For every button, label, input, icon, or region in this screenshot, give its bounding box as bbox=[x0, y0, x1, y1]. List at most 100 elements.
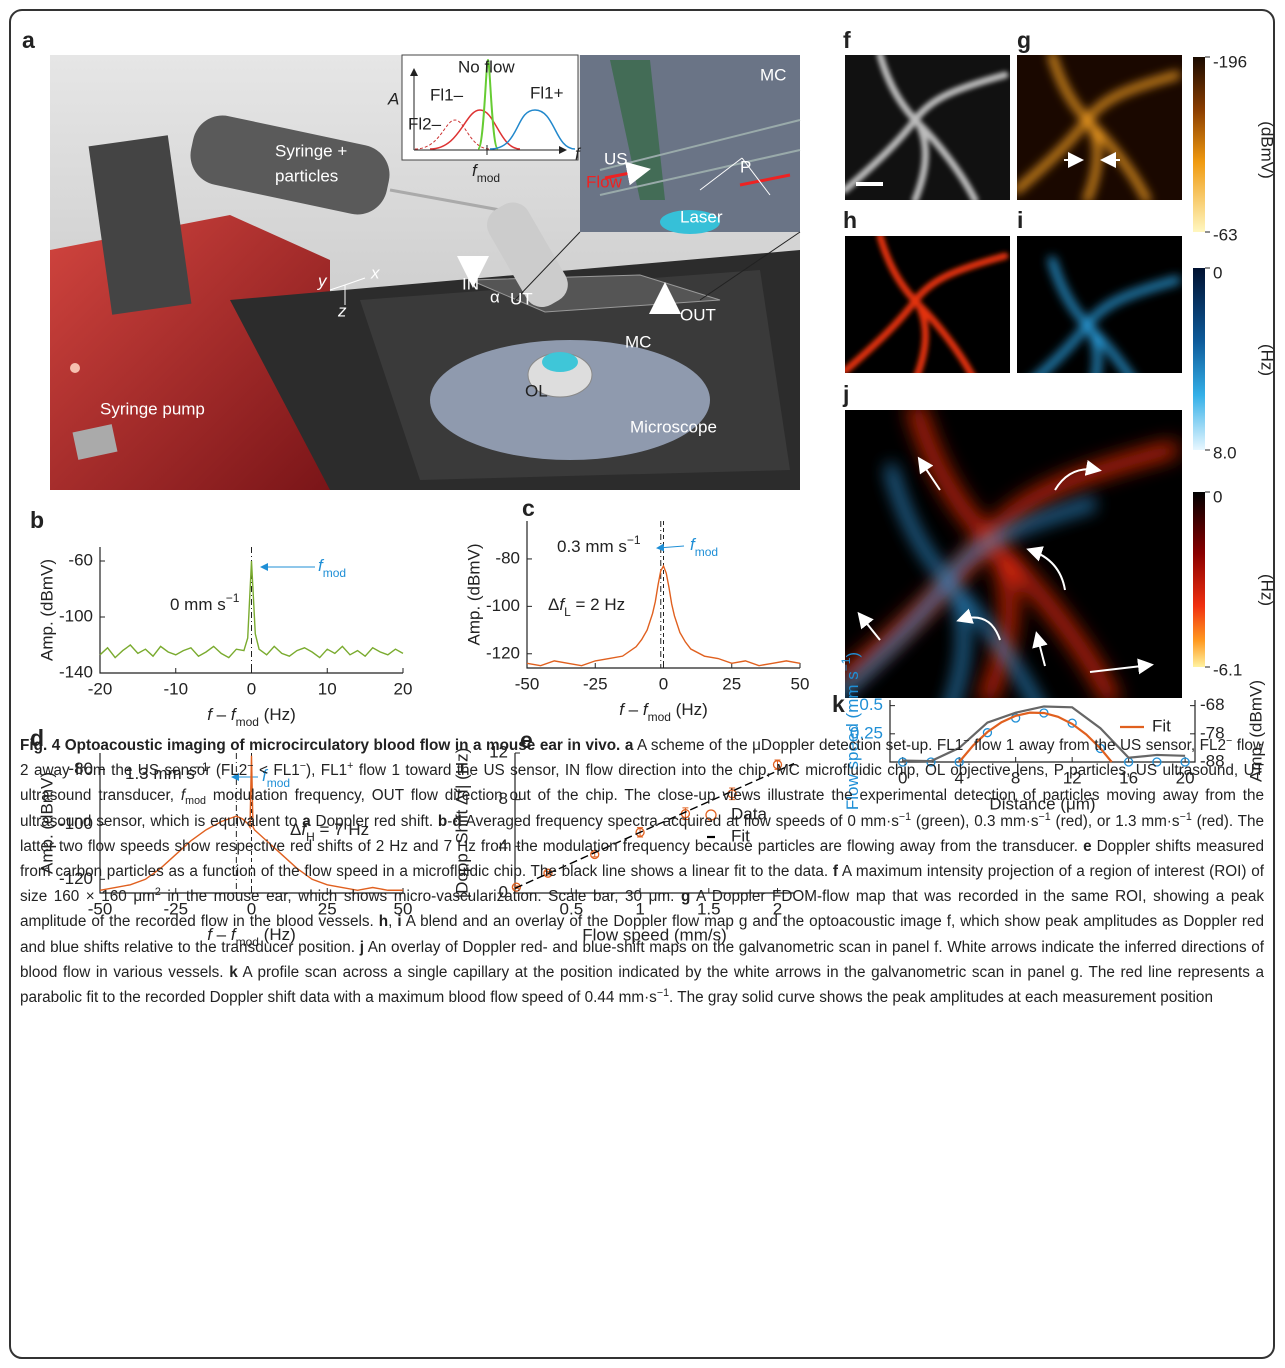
annotation-part: Δ bbox=[548, 595, 559, 614]
image-f bbox=[845, 55, 1010, 200]
caption-text: −1 bbox=[899, 811, 911, 823]
scheme-label: A bbox=[387, 89, 399, 108]
caption-text: e bbox=[1083, 838, 1092, 855]
x-axis-label-part: (Hz) bbox=[671, 700, 708, 719]
caption-text: , bbox=[388, 913, 397, 930]
colorbar bbox=[1193, 57, 1205, 232]
x-tick-label: -50 bbox=[515, 674, 540, 693]
annotation: 0 mm s−1 bbox=[170, 591, 240, 614]
caption-text: in the mouse ear, which shows micro-vasc… bbox=[161, 888, 681, 905]
image-g bbox=[1017, 55, 1182, 200]
annotation-part: mod bbox=[695, 545, 718, 559]
x-tick-label: -25 bbox=[583, 674, 608, 693]
x-axis-label-part: – bbox=[212, 705, 231, 724]
scheme-label: IN bbox=[462, 274, 479, 293]
caption-text: (red), or 1.3 mm·s bbox=[1051, 813, 1180, 830]
colorbar-tick-label: 8.0 bbox=[1213, 443, 1237, 462]
colorbar-tick-label: 0 bbox=[1213, 487, 1222, 506]
scheme-label: No flow bbox=[458, 57, 515, 76]
annotation-part: −1 bbox=[226, 591, 240, 605]
x-tick-label: -10 bbox=[163, 679, 188, 698]
x-tick-label: 20 bbox=[394, 679, 413, 698]
scheme-label: P bbox=[740, 157, 751, 176]
caption-text: a bbox=[302, 813, 311, 830]
colorbar-label: (dBmV) bbox=[1258, 121, 1277, 179]
annotation-part: 0.3 mm s bbox=[557, 537, 627, 556]
caption-text: −1 bbox=[1180, 811, 1192, 823]
scheme-label: MC bbox=[760, 65, 786, 84]
scheme-label: y bbox=[317, 271, 328, 290]
caption-text: b bbox=[438, 813, 447, 830]
annotation-part: = 2 Hz bbox=[571, 595, 625, 614]
caption-text: g bbox=[681, 888, 690, 905]
panel-label: b bbox=[30, 507, 44, 533]
colorbar-tick-label: 0 bbox=[1213, 263, 1222, 282]
colorbar-label: (Hz) bbox=[1258, 574, 1277, 606]
page: a f g h i j Syringe +particlesSyringe pu… bbox=[0, 0, 1285, 1368]
image-h bbox=[845, 236, 1010, 381]
caption-text: (green), 0.3 mm·s bbox=[911, 813, 1038, 830]
x-axis-label-part: – bbox=[624, 700, 643, 719]
annotation-part: mod bbox=[323, 566, 346, 580]
colorbar bbox=[1193, 492, 1205, 667]
colorbar-label: (Hz) bbox=[1258, 344, 1277, 376]
scheme-label: x bbox=[370, 263, 380, 282]
caption-text: Fig. 4 Optoacoustic imaging of microcirc… bbox=[20, 737, 620, 754]
y-tick-label: -80 bbox=[495, 548, 520, 567]
colorbar-tick-label: -6.1 bbox=[1213, 660, 1242, 679]
caption-text: ), FL1 bbox=[306, 762, 347, 779]
annotation: fmod bbox=[690, 535, 718, 559]
scheme-label: particles bbox=[275, 166, 338, 185]
x-tick-label: 0 bbox=[247, 679, 256, 698]
y-axis-label-part: −1 bbox=[839, 657, 853, 671]
panel-label: c bbox=[522, 495, 535, 521]
panel-label: g bbox=[1017, 27, 1031, 53]
colorbar-tick-label: -63 bbox=[1213, 225, 1238, 244]
scheme-label: z bbox=[337, 301, 347, 320]
caption-text: . The gray solid curve shows the peak am… bbox=[669, 989, 1213, 1006]
panel-label: a bbox=[22, 27, 35, 53]
y-tick-label: 0.5 bbox=[859, 695, 883, 714]
scheme-label: Fl1– bbox=[430, 85, 464, 104]
scheme-label: MC bbox=[625, 332, 651, 351]
y-tick-label: -100 bbox=[486, 596, 520, 615]
x-axis-label: f – fmod (Hz) bbox=[619, 700, 708, 724]
annotation: 0.3 mm s−1 bbox=[557, 533, 641, 556]
image-i bbox=[1017, 236, 1182, 405]
caption-text: Doppler red shift. bbox=[311, 813, 438, 830]
panel-label: f bbox=[843, 27, 851, 53]
colorbar bbox=[1193, 268, 1205, 450]
caption-text: −1 bbox=[657, 987, 669, 999]
y-axis-label: Amp. (dBmV) bbox=[37, 559, 56, 661]
scheme-label: Syringe + bbox=[275, 141, 347, 160]
caption-text: d bbox=[452, 813, 461, 830]
image-j bbox=[835, 410, 1182, 717]
caption-text: h bbox=[379, 913, 388, 930]
x-tick-label: 0 bbox=[659, 674, 668, 693]
panel-label: h bbox=[843, 207, 857, 233]
x-tick-label: 50 bbox=[791, 674, 810, 693]
scheme-label: Fl1+ bbox=[530, 83, 564, 102]
scheme-label: UT bbox=[510, 289, 533, 308]
caption-text: flow 1 away from the US sensor, FL2 bbox=[970, 737, 1226, 754]
scheme-label: Flow bbox=[586, 172, 623, 191]
panel-label: i bbox=[1017, 207, 1023, 233]
scheme-label-part: mod bbox=[477, 171, 500, 185]
x-axis-label-part: (Hz) bbox=[259, 705, 296, 724]
colorbar-tick-label: -196 bbox=[1213, 52, 1247, 71]
caption-text: mod bbox=[185, 795, 206, 807]
scheme-label: Laser bbox=[680, 207, 723, 226]
scheme-label: α bbox=[490, 287, 500, 306]
annotation-part: −1 bbox=[627, 533, 641, 547]
scheme-label: US bbox=[604, 149, 628, 168]
caption-text: < FL1 bbox=[254, 762, 300, 779]
annotation: fmod bbox=[318, 556, 346, 580]
y2-tick-label: -68 bbox=[1200, 695, 1225, 714]
y-axis-label-part: ) bbox=[843, 652, 862, 658]
caption-text: −1 bbox=[1039, 811, 1051, 823]
x-axis-label-part: mod bbox=[648, 710, 671, 724]
annotation-arrow bbox=[658, 546, 684, 548]
y-axis-label: Amp. (dBmV) bbox=[464, 543, 483, 645]
x-axis-label-part: mod bbox=[236, 715, 259, 729]
figure: a f g h i j Syringe +particlesSyringe pu… bbox=[0, 0, 1285, 1368]
